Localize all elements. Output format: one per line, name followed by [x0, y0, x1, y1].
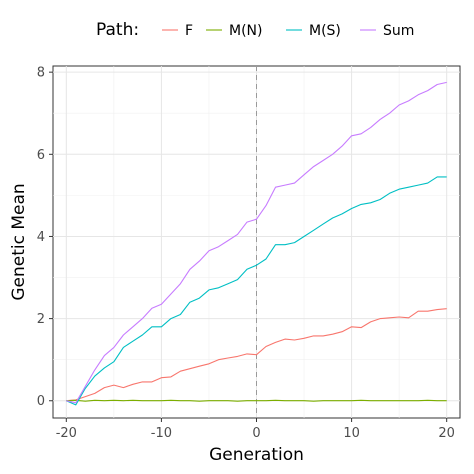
y-tick-label: 2	[37, 312, 45, 327]
y-tick-label: 4	[37, 230, 45, 245]
x-tick-label: 20	[438, 426, 455, 441]
y-axis: 0 2 4 6 8	[37, 66, 53, 409]
series-line-f	[66, 308, 447, 402]
legend-label-sum: Sum	[383, 23, 414, 39]
legend-label-ms: M(S)	[309, 23, 341, 39]
y-axis-title: Genetic Mean	[9, 183, 29, 300]
y-tick-label: 0	[37, 394, 45, 409]
series-line-ms	[66, 176, 447, 406]
series-layer	[66, 81, 447, 406]
y-tick-label: 8	[37, 66, 45, 81]
legend-label-mn: M(N)	[229, 23, 262, 39]
y-tick-label: 6	[37, 148, 45, 163]
x-tick-label: 10	[343, 426, 360, 441]
legend: Path: F M(N) M(S) Sum	[96, 20, 414, 40]
x-axis: -20 -10 0 10 20	[56, 418, 455, 441]
series-line-sum	[66, 81, 447, 404]
x-tick-label: 0	[252, 426, 260, 441]
series-line-mn	[66, 399, 447, 402]
x-tick-label: -10	[151, 426, 172, 441]
x-axis-title: Generation	[209, 445, 304, 465]
legend-title: Path:	[96, 20, 139, 40]
x-tick-label: -20	[56, 426, 77, 441]
legend-label-f: F	[185, 23, 193, 39]
